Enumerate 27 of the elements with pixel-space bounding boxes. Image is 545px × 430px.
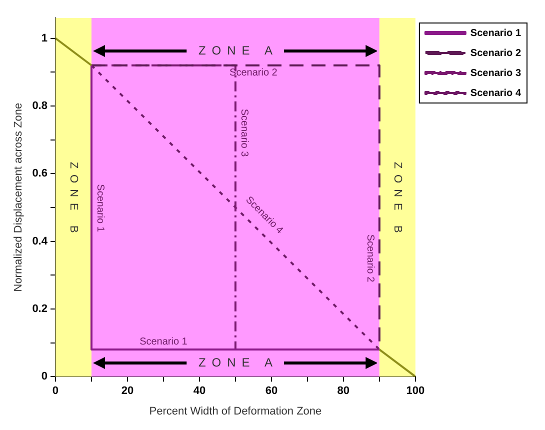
y-tick-label: 0.4 bbox=[32, 235, 48, 248]
annotation: Scenario 2 bbox=[364, 234, 376, 283]
legend-label: Scenario 4 bbox=[470, 88, 522, 99]
x-axis-title: Percent Width of Deformation Zone bbox=[149, 405, 322, 418]
y-tick-label: 0.6 bbox=[32, 168, 48, 180]
legend-label: Scenario 2 bbox=[470, 48, 522, 59]
x-tick-label: 80 bbox=[337, 385, 350, 398]
band-label: ZONE B bbox=[67, 162, 80, 239]
x-tick-label: 100 bbox=[406, 385, 425, 398]
annotation: Scenario 1 bbox=[140, 336, 188, 348]
x-tick-label: 40 bbox=[193, 385, 206, 398]
y-tick-label: 0 bbox=[41, 370, 48, 383]
band-label: ZONE A bbox=[198, 43, 278, 58]
y-tick-label: 0.2 bbox=[32, 302, 48, 315]
legend-label: Scenario 1 bbox=[470, 28, 522, 39]
y-tick-label: 0.8 bbox=[32, 100, 48, 112]
annotation: Scenario 3 bbox=[238, 108, 250, 158]
x-tick-label: 0 bbox=[52, 385, 59, 398]
x-tick-label: 20 bbox=[121, 385, 134, 398]
annotation: ZONE A bbox=[198, 355, 278, 370]
annotation: Scenario 2 bbox=[230, 68, 278, 79]
legend-label: Scenario 3 bbox=[470, 68, 522, 79]
y-tick-label: 1 bbox=[41, 32, 48, 44]
annotation: Scenario 1 bbox=[94, 184, 106, 232]
band-label: ZONE B bbox=[391, 162, 404, 239]
x-tick-label: 60 bbox=[265, 385, 278, 398]
y-axis-title: Normalized Displacement across Zone bbox=[12, 102, 25, 292]
